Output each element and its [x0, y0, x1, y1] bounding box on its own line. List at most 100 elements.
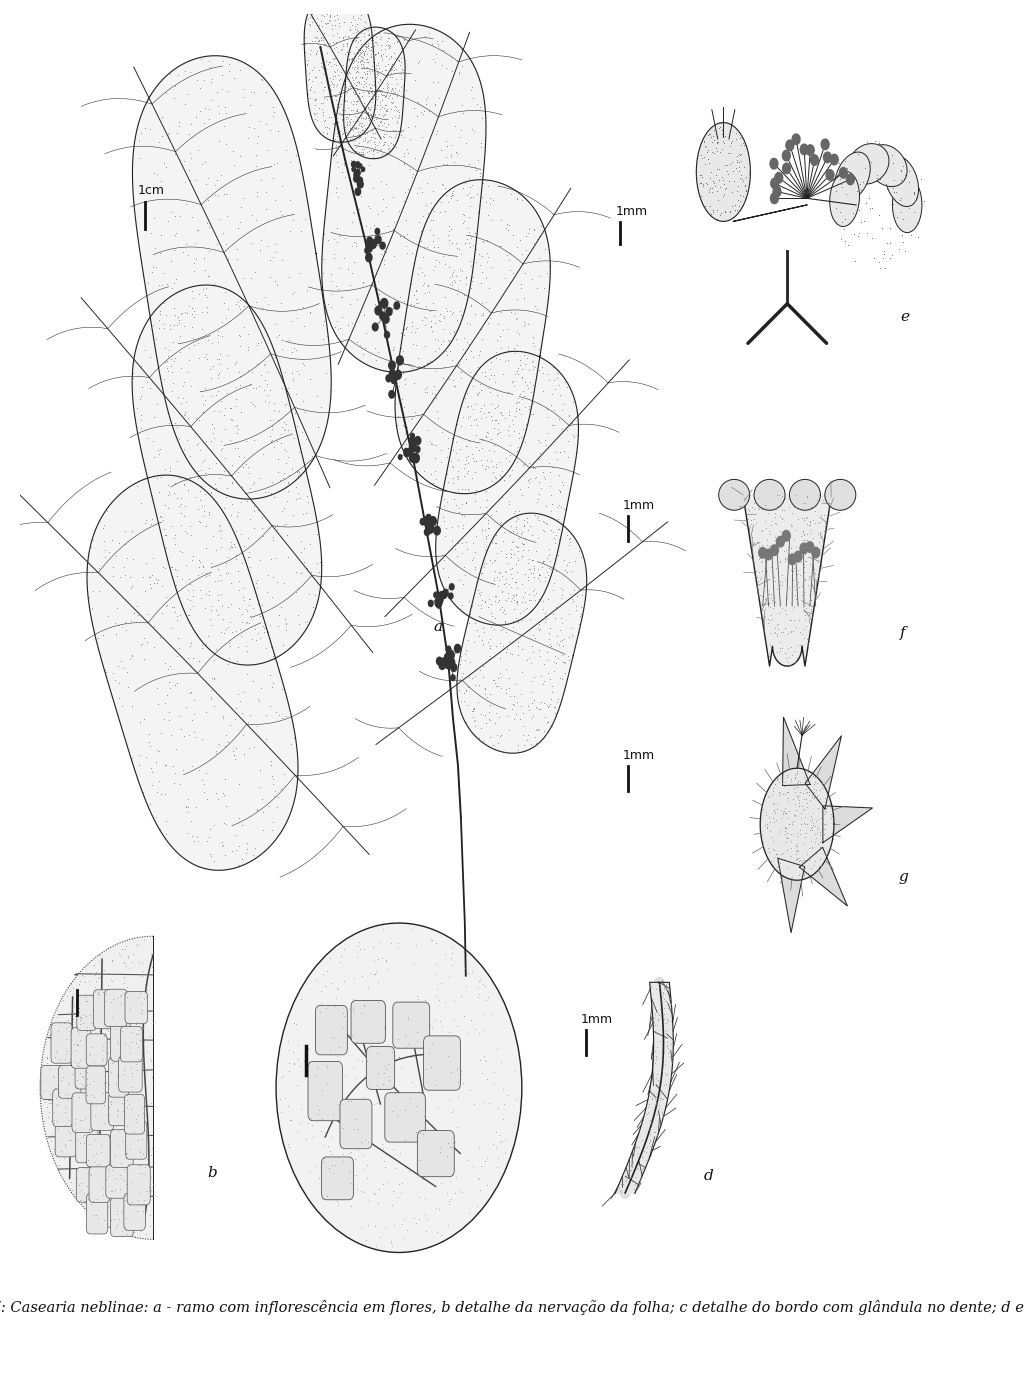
Point	[297, 40, 313, 62]
Point	[223, 571, 240, 594]
Point	[548, 524, 564, 546]
Point	[359, 37, 376, 60]
Point	[509, 451, 525, 473]
Point	[261, 795, 278, 817]
Point	[717, 125, 733, 147]
Point	[417, 283, 433, 305]
Point	[834, 176, 850, 198]
Circle shape	[386, 374, 391, 381]
Circle shape	[370, 241, 374, 247]
Point	[536, 466, 552, 488]
Point	[513, 402, 529, 424]
Point	[385, 90, 401, 112]
Point	[798, 602, 814, 624]
Point	[400, 1160, 417, 1182]
Point	[361, 98, 378, 121]
Point	[481, 694, 498, 716]
Point	[393, 337, 410, 359]
Point	[279, 139, 295, 161]
Point	[205, 422, 221, 444]
Point	[510, 644, 526, 666]
Point	[362, 275, 379, 297]
Point	[519, 566, 536, 588]
Point	[427, 467, 443, 490]
Point	[234, 702, 251, 724]
Point	[222, 537, 239, 559]
Circle shape	[355, 189, 360, 196]
Point	[374, 80, 390, 103]
Circle shape	[847, 175, 854, 184]
Point	[60, 1083, 77, 1105]
Circle shape	[386, 308, 392, 316]
Point	[510, 738, 526, 760]
Point	[72, 1010, 88, 1032]
Point	[384, 1180, 400, 1203]
Point	[338, 129, 354, 151]
Point	[308, 65, 325, 87]
Point	[526, 559, 543, 581]
Point	[348, 117, 365, 139]
Point	[753, 566, 769, 588]
Point	[538, 608, 554, 630]
Point	[797, 528, 813, 551]
Point	[799, 549, 815, 571]
Point	[398, 1036, 415, 1058]
Point	[386, 82, 402, 104]
Point	[452, 437, 468, 459]
Point	[648, 1067, 665, 1089]
Point	[775, 803, 792, 825]
Point	[463, 227, 479, 250]
Point	[507, 341, 523, 363]
Point	[560, 626, 577, 648]
Point	[451, 1086, 467, 1108]
Point	[808, 810, 824, 832]
Point	[654, 1103, 671, 1125]
Point	[728, 157, 744, 179]
FancyBboxPatch shape	[111, 1022, 130, 1061]
Point	[328, 143, 344, 165]
Point	[492, 560, 508, 583]
Point	[41, 1083, 57, 1105]
Point	[171, 774, 187, 796]
Point	[510, 358, 526, 380]
Point	[419, 172, 435, 194]
Point	[717, 154, 733, 176]
Point	[853, 179, 869, 201]
FancyBboxPatch shape	[109, 1057, 129, 1097]
Point	[118, 1147, 134, 1169]
Point	[429, 71, 445, 93]
Point	[498, 678, 514, 700]
Point	[649, 1117, 666, 1139]
Point	[307, 87, 324, 110]
Point	[342, 293, 358, 315]
Point	[806, 773, 822, 795]
Point	[696, 146, 713, 168]
Circle shape	[389, 391, 394, 398]
Point	[362, 76, 379, 98]
Point	[385, 1100, 401, 1122]
Point	[509, 609, 525, 631]
Point	[488, 329, 505, 351]
Point	[752, 535, 768, 558]
Point	[515, 538, 531, 560]
Point	[834, 227, 850, 250]
Point	[434, 1015, 451, 1037]
Point	[812, 522, 828, 544]
Point	[102, 1090, 119, 1112]
Point	[646, 1121, 663, 1143]
Point	[459, 491, 475, 513]
Point	[390, 423, 407, 445]
Point	[458, 445, 474, 467]
Point	[34, 1101, 50, 1123]
Point	[328, 107, 344, 129]
Point	[262, 379, 279, 401]
Point	[637, 1148, 653, 1171]
Point	[488, 635, 505, 657]
Circle shape	[430, 517, 436, 526]
Point	[86, 1104, 102, 1126]
Point	[446, 1008, 463, 1031]
Point	[811, 836, 827, 859]
Point	[512, 354, 528, 376]
Point	[263, 481, 280, 503]
Point	[483, 616, 500, 638]
